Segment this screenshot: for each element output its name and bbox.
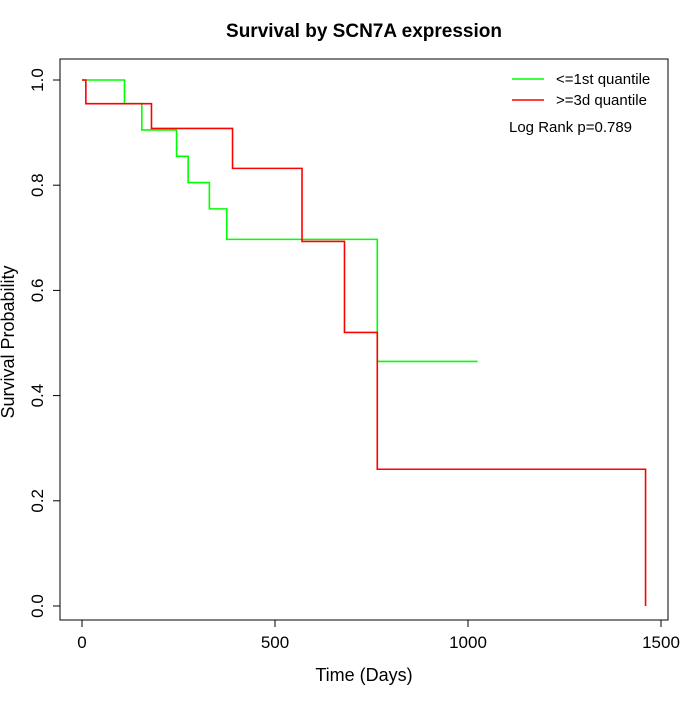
x-axis: 0 500 1000 1500: [77, 619, 680, 652]
y-tick-label: 1.0: [28, 68, 47, 92]
series-line-high-quantile: [82, 79, 647, 606]
legend-label-high: >=3d quantile: [556, 92, 647, 109]
y-axis: 0.0 0.2 0.4 0.6 0.8 1.0: [28, 68, 61, 618]
y-tick-label: 0.2: [28, 489, 47, 513]
legend: <=1st quantile >=3d quantile: [512, 71, 650, 109]
legend-label-low: <=1st quantile: [556, 71, 650, 88]
x-tick-label: 0: [77, 633, 86, 652]
series-line-low-quantile: [82, 79, 478, 363]
y-tick-label: 0.0: [28, 594, 47, 618]
x-tick-label: 1500: [642, 633, 680, 652]
plot-frame: [59, 58, 669, 621]
log-rank-annotation: Log Rank p=0.789: [509, 119, 632, 136]
y-tick-label: 0.8: [28, 173, 47, 197]
x-tick-label: 500: [261, 633, 289, 652]
y-axis-label: Survival Probability: [0, 265, 18, 418]
y-tick-label: 0.4: [28, 384, 47, 408]
x-axis-label: Time (Days): [315, 665, 412, 685]
y-tick-label: 0.6: [28, 279, 47, 303]
x-tick-label: 1000: [449, 633, 487, 652]
chart-title: Survival by SCN7A expression: [226, 21, 502, 42]
series-layer: [82, 79, 647, 606]
